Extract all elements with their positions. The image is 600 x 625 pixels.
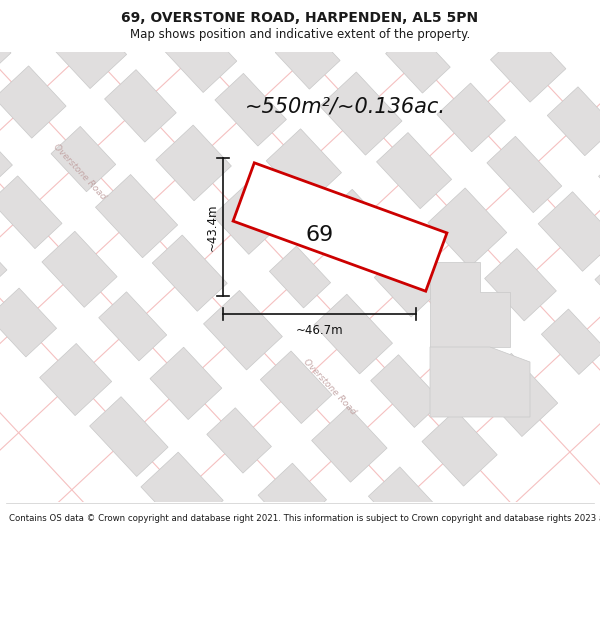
Polygon shape xyxy=(308,516,383,592)
Text: Overstone Road: Overstone Road xyxy=(52,142,108,202)
Polygon shape xyxy=(150,348,222,419)
Polygon shape xyxy=(0,11,11,79)
Text: ~43.4m: ~43.4m xyxy=(206,203,219,251)
Polygon shape xyxy=(541,309,600,374)
Polygon shape xyxy=(152,235,227,311)
Polygon shape xyxy=(439,0,511,44)
Polygon shape xyxy=(98,292,167,361)
Text: Map shows position and indicative extent of the property.: Map shows position and indicative extent… xyxy=(130,28,470,41)
Polygon shape xyxy=(107,0,182,34)
Polygon shape xyxy=(89,397,168,476)
Polygon shape xyxy=(430,347,530,417)
Polygon shape xyxy=(197,512,273,589)
Polygon shape xyxy=(260,351,332,424)
Polygon shape xyxy=(51,126,116,192)
Polygon shape xyxy=(431,305,496,371)
Polygon shape xyxy=(437,83,505,152)
Polygon shape xyxy=(430,262,510,347)
Polygon shape xyxy=(158,13,237,92)
Polygon shape xyxy=(212,186,281,254)
Polygon shape xyxy=(368,467,437,536)
Polygon shape xyxy=(386,28,450,93)
Polygon shape xyxy=(485,249,556,321)
Polygon shape xyxy=(95,174,178,258)
Polygon shape xyxy=(371,355,442,428)
Polygon shape xyxy=(218,0,290,36)
Polygon shape xyxy=(374,245,446,317)
Polygon shape xyxy=(0,66,66,138)
Polygon shape xyxy=(258,463,326,532)
Text: 69, OVERSTONE ROAD, HARPENDEN, AL5 5PN: 69, OVERSTONE ROAD, HARPENDEN, AL5 5PN xyxy=(121,11,479,26)
Polygon shape xyxy=(0,228,7,303)
Polygon shape xyxy=(550,0,600,48)
Polygon shape xyxy=(476,353,558,436)
Polygon shape xyxy=(215,73,286,146)
Polygon shape xyxy=(595,253,600,325)
Polygon shape xyxy=(538,192,600,271)
Text: 69: 69 xyxy=(306,225,334,245)
Polygon shape xyxy=(0,288,56,357)
Polygon shape xyxy=(377,132,452,209)
Polygon shape xyxy=(487,136,562,212)
Polygon shape xyxy=(275,24,340,89)
Polygon shape xyxy=(269,246,331,308)
Polygon shape xyxy=(599,142,600,214)
Text: Contains OS data © Crown copyright and database right 2021. This information is : Contains OS data © Crown copyright and d… xyxy=(9,514,600,523)
Polygon shape xyxy=(42,231,117,308)
Polygon shape xyxy=(48,9,127,89)
Polygon shape xyxy=(490,26,566,102)
Polygon shape xyxy=(428,188,507,268)
Polygon shape xyxy=(323,189,391,258)
Polygon shape xyxy=(266,129,341,205)
Polygon shape xyxy=(207,408,271,473)
Polygon shape xyxy=(233,162,447,291)
Polygon shape xyxy=(141,452,223,535)
Polygon shape xyxy=(203,291,283,370)
Text: ~46.7m: ~46.7m xyxy=(296,324,343,338)
Polygon shape xyxy=(0,116,13,195)
Polygon shape xyxy=(329,0,401,39)
Polygon shape xyxy=(311,406,387,482)
Polygon shape xyxy=(547,87,600,156)
Text: ~550m²/~0.136ac.: ~550m²/~0.136ac. xyxy=(245,97,445,117)
Polygon shape xyxy=(0,176,62,249)
Text: Overstone Road: Overstone Road xyxy=(302,357,358,417)
Polygon shape xyxy=(156,125,232,201)
Polygon shape xyxy=(422,410,497,486)
Polygon shape xyxy=(320,72,402,155)
Polygon shape xyxy=(40,344,112,416)
Polygon shape xyxy=(314,294,392,374)
Polygon shape xyxy=(104,69,176,142)
